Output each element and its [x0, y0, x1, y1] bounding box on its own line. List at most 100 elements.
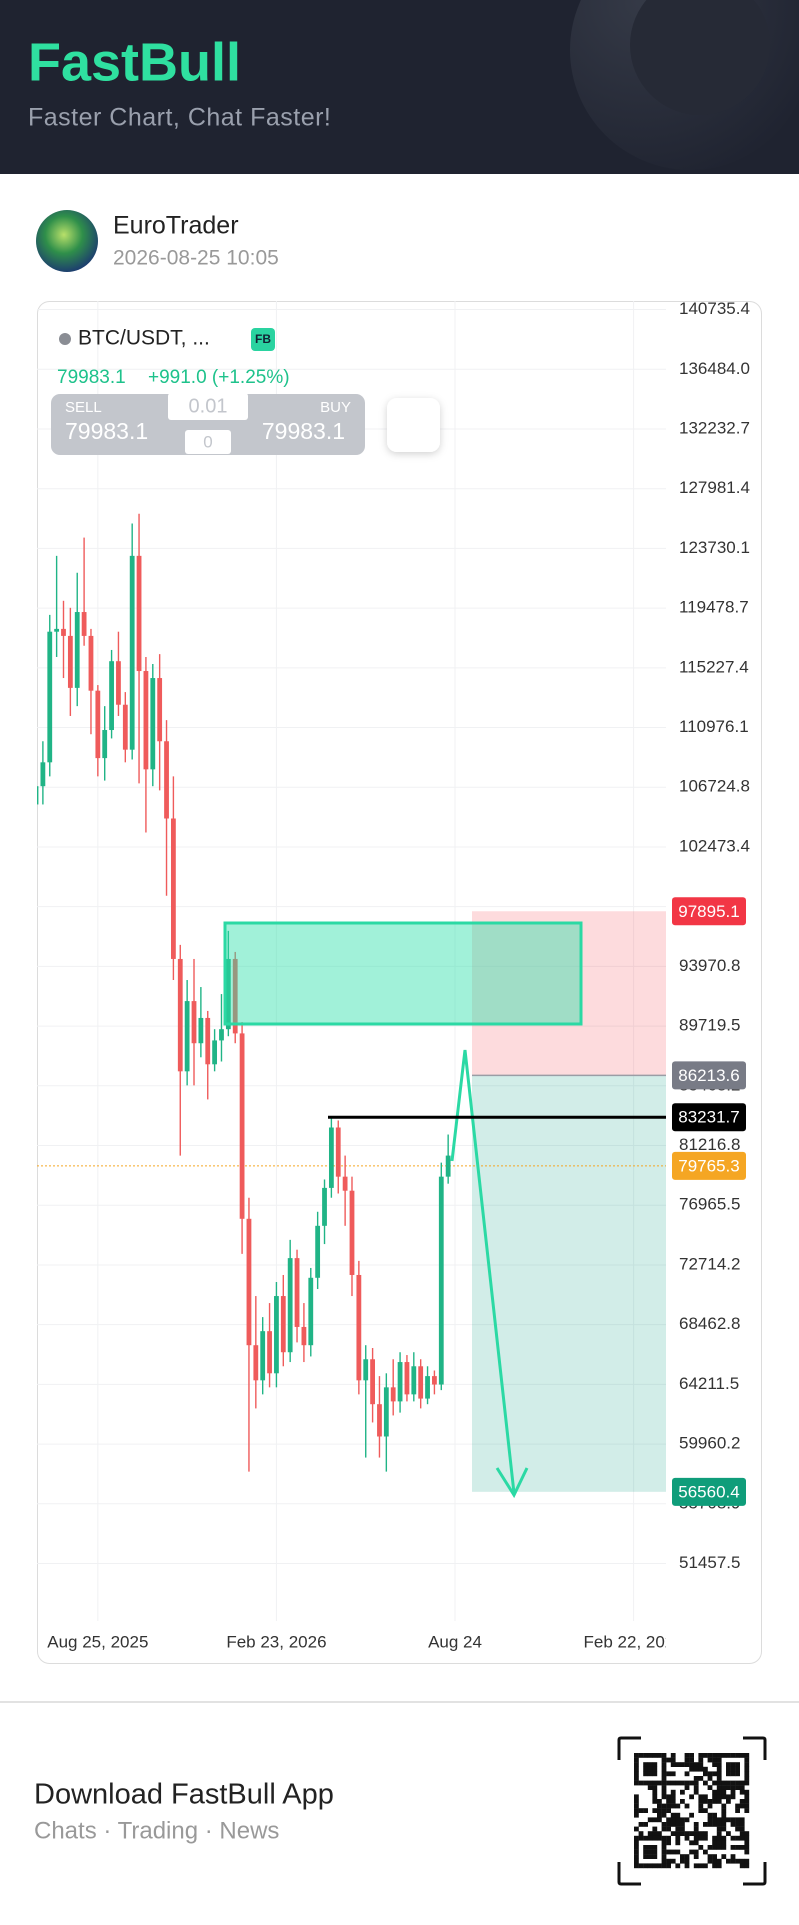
qr-module — [652, 1762, 658, 1767]
qr-module — [657, 1808, 662, 1813]
qr-module — [707, 1785, 713, 1790]
qr-module — [647, 1766, 653, 1772]
qr-module — [666, 1835, 671, 1841]
qr-module — [647, 1849, 653, 1855]
qr-module — [661, 1771, 667, 1777]
qr-module — [712, 1858, 717, 1864]
qr-module — [666, 1780, 671, 1786]
qr-module — [670, 1803, 676, 1809]
qr-module — [712, 1835, 717, 1841]
price-change: +991.0 (+1.25%) — [148, 367, 290, 388]
qr-module — [739, 1826, 745, 1832]
qr-module — [726, 1831, 731, 1836]
qr-module — [689, 1757, 694, 1763]
qr-module — [652, 1753, 658, 1758]
candle-body — [432, 1376, 437, 1385]
qr-module — [657, 1863, 662, 1869]
qr-module — [739, 1803, 745, 1809]
candle-body — [328, 1127, 334, 1188]
qr-module — [716, 1799, 722, 1804]
y-tick-label: 140735.4 — [679, 299, 750, 318]
qr-module — [666, 1863, 671, 1869]
qr-module — [730, 1854, 736, 1859]
price-badge — [672, 1103, 746, 1132]
qr-module — [647, 1835, 653, 1841]
qty-box — [185, 430, 231, 454]
qr-module — [670, 1762, 676, 1767]
qr-module — [684, 1831, 690, 1836]
qr-module — [744, 1780, 750, 1786]
qr-module — [666, 1849, 671, 1855]
qr-module — [744, 1831, 750, 1836]
qr-module — [689, 1753, 694, 1758]
candle-body — [342, 1176, 348, 1191]
qr-module — [634, 1863, 639, 1869]
qr-module — [735, 1780, 740, 1786]
symbol: BTC/USDT, ... — [78, 327, 210, 350]
qr-module — [744, 1757, 750, 1763]
qr-module — [716, 1789, 722, 1795]
qr-module — [675, 1831, 681, 1836]
trade-widget — [51, 394, 365, 455]
qr-module — [661, 1854, 667, 1859]
footer-title: Download FastBull App — [34, 1779, 334, 1811]
qr-module — [666, 1803, 671, 1809]
qr-module — [712, 1799, 717, 1804]
qr-module — [698, 1831, 704, 1836]
qr-module — [652, 1794, 658, 1800]
qr-module — [721, 1822, 727, 1827]
candle-body — [54, 628, 60, 632]
qr-module — [643, 1845, 648, 1850]
header-decor — [570, 0, 799, 170]
candle-body — [88, 635, 94, 691]
qr-module — [647, 1817, 653, 1823]
candle-body — [267, 1331, 272, 1374]
avatar — [36, 210, 98, 272]
qr-module — [657, 1803, 662, 1809]
candle-body — [129, 555, 135, 750]
qr-module — [721, 1812, 727, 1818]
qr-module — [707, 1822, 713, 1827]
qr-module — [698, 1803, 704, 1809]
qr-module — [638, 1863, 644, 1869]
qr-module — [716, 1831, 722, 1836]
y-tick-label: 64211.5 — [679, 1374, 739, 1393]
qr-module — [666, 1794, 671, 1800]
qr-module — [730, 1822, 736, 1827]
qr-module — [670, 1757, 676, 1763]
qr-module — [703, 1808, 708, 1813]
qr-module — [670, 1753, 676, 1758]
qr-module — [721, 1817, 727, 1823]
candle-body — [81, 612, 87, 636]
candle-body — [191, 1001, 197, 1044]
qr-module — [657, 1835, 662, 1841]
candle-body — [356, 1274, 362, 1381]
size: 0.01 — [189, 395, 228, 417]
qty: 0 — [203, 432, 212, 451]
qr-module — [703, 1753, 708, 1758]
x-tick-label: Aug 25, 2025 — [47, 1632, 148, 1651]
qr-module — [735, 1822, 740, 1827]
x-tick-label: Feb 22, 2027 — [584, 1632, 684, 1651]
qr-module — [661, 1826, 667, 1832]
y-tick-label: 106724.8 — [679, 777, 750, 796]
candle-body — [370, 1359, 375, 1405]
qr-module — [666, 1808, 671, 1813]
qr-module — [643, 1849, 648, 1855]
y-tick-label: 115227.4 — [679, 657, 749, 676]
qr-module — [716, 1780, 722, 1786]
qr-module — [703, 1794, 708, 1800]
price-badge-label: 56560.4 — [678, 1482, 739, 1501]
qr-module — [703, 1863, 708, 1869]
qr-module — [647, 1780, 653, 1786]
qr-module — [739, 1863, 745, 1869]
candle-body — [308, 1277, 314, 1346]
qr-module — [666, 1822, 671, 1827]
candle-body — [143, 671, 149, 770]
qr-module — [707, 1817, 713, 1823]
qr-module — [666, 1771, 671, 1777]
qr-module — [652, 1799, 658, 1804]
qr-module — [721, 1845, 727, 1850]
qr-module — [634, 1835, 639, 1841]
candle-body — [239, 1033, 245, 1219]
